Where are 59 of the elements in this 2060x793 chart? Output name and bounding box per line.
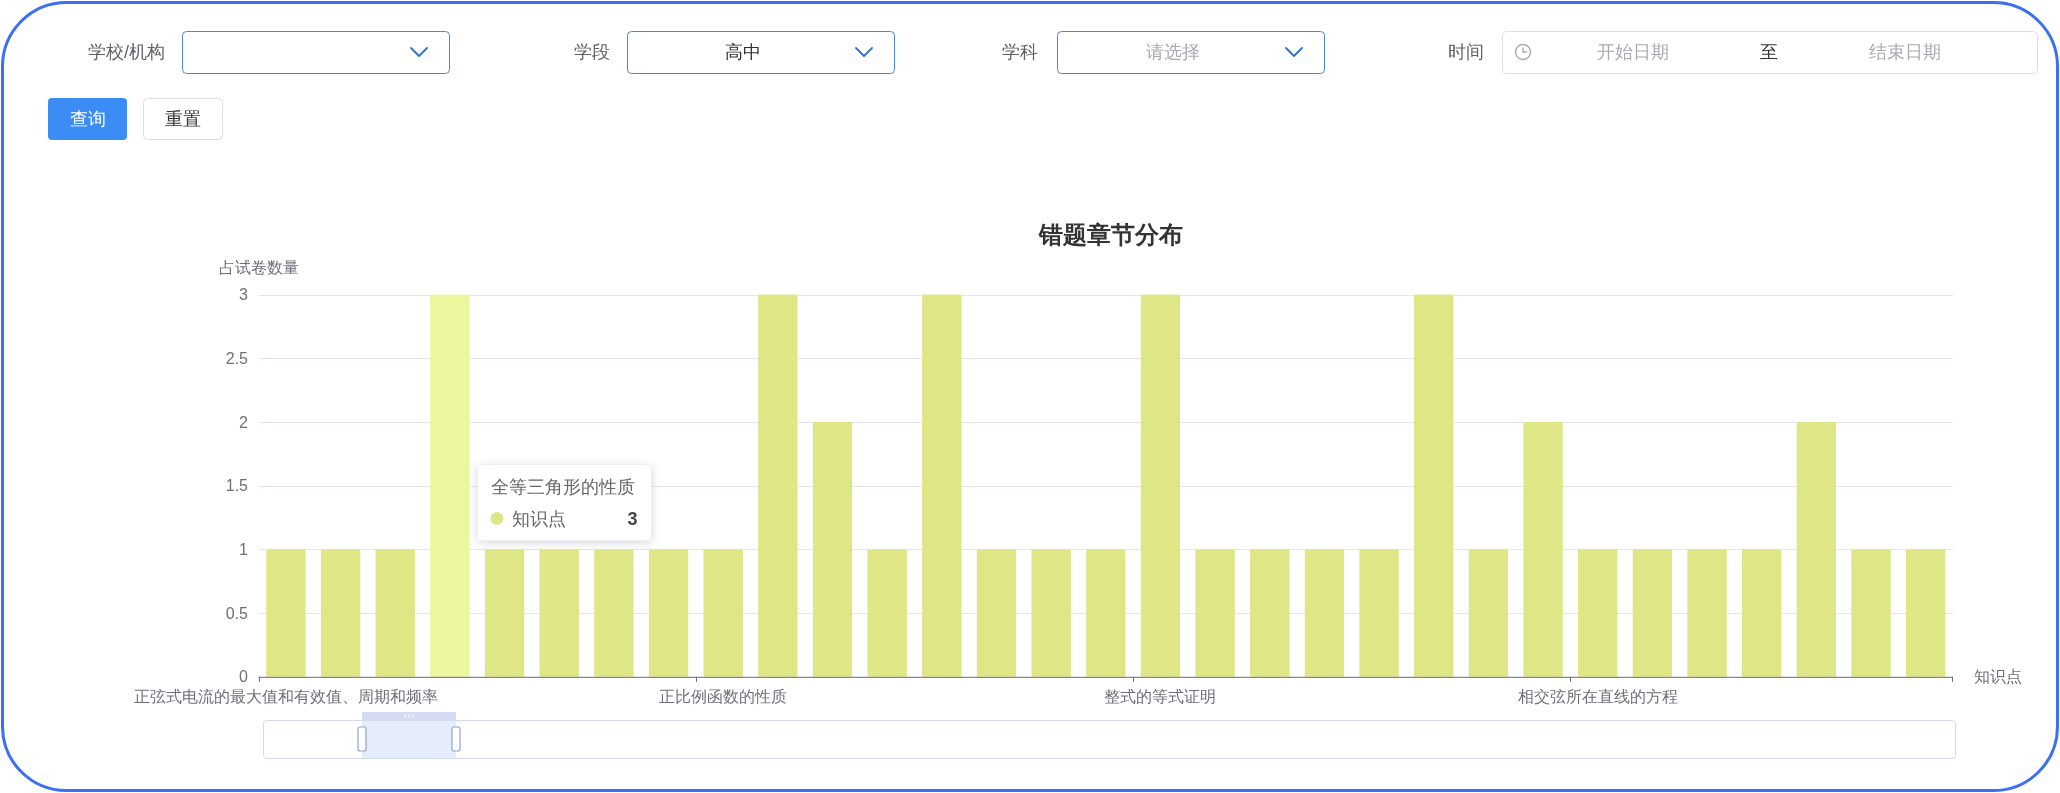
bar [1140,294,1181,677]
y-axis-title: 占试卷数量 [218,258,299,276]
y-tick-label: 1 [239,540,249,558]
x-axis-title: 知识点 [1974,668,2022,686]
text: 开始日期 [1597,42,1669,62]
bar [703,549,743,677]
bar [1523,422,1563,677]
bar [1742,549,1782,677]
bar [648,549,689,677]
text: 重置 [165,109,201,129]
bar [1632,549,1673,677]
bar [867,549,907,677]
bar [1687,549,1727,677]
chart-title: 错题章节分布 [1038,220,1183,248]
text: 结束日期 [1869,42,1941,62]
bar [1468,549,1509,677]
bar [430,294,470,677]
text: 查询 [69,109,106,129]
y-tick-label: 1.5 [225,477,249,495]
annotation: 全等三角形的性质 [491,477,635,497]
legend-label: 知识点 [512,508,566,529]
bar [320,549,361,677]
bar [1195,549,1235,677]
annotation: 3 [627,508,638,529]
bar [1905,549,1946,677]
bar [1086,549,1126,677]
bar [1796,422,1837,677]
bar [1851,549,1891,677]
text: 学段 [574,42,610,62]
text: 请选择 [1146,42,1200,62]
bar [484,549,525,677]
text: 学校/机构 [87,42,165,62]
x-tick-label: 正弦式电流的最大值和有效值、周期和频率 [133,687,438,705]
text: 学科 [1002,42,1038,62]
x-tick-label: 整式的等式证明 [1104,687,1217,705]
bar [922,294,962,677]
bar [266,549,306,677]
bar [539,549,579,677]
text: 时间 [1448,42,1484,62]
bar [375,549,415,677]
y-tick-label: 0 [239,668,249,686]
bar [1031,549,1071,677]
bar [1359,549,1399,677]
bar [1304,549,1345,677]
y-tick-label: 0.5 [225,604,249,622]
bar [1250,549,1290,677]
bar [976,549,1017,677]
bar [594,549,634,677]
x-tick-label: 相交弦所在直线的方程 [1517,687,1678,705]
y-tick-label: 2.5 [225,349,249,367]
bar [812,422,853,677]
y-tick-label: 2 [239,413,249,431]
text: 至 [1760,42,1778,62]
bar [758,294,798,677]
x-tick-label: 正比例函数的性质 [659,687,788,705]
text: 高中 [725,42,761,62]
y-tick-label: 3 [239,286,249,304]
bar [1414,294,1454,677]
bar [1578,549,1618,677]
